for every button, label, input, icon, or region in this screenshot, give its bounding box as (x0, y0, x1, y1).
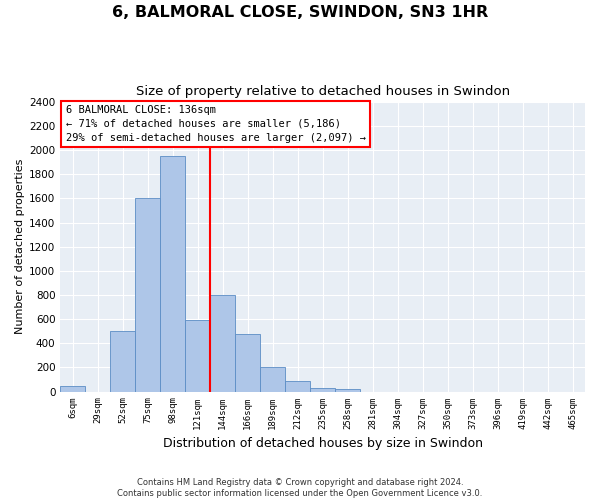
Y-axis label: Number of detached properties: Number of detached properties (15, 159, 25, 334)
Bar (135, 198, 160, 392)
Bar (235, 334, 260, 392)
Text: 6, BALMORAL CLOSE, SWINDON, SN3 1HR: 6, BALMORAL CLOSE, SWINDON, SN3 1HR (112, 5, 488, 20)
Bar (110, 331, 135, 392)
Title: Size of property relative to detached houses in Swindon: Size of property relative to detached ho… (136, 85, 510, 98)
Text: 6 BALMORAL CLOSE: 136sqm
← 71% of detached houses are smaller (5,186)
29% of sem: 6 BALMORAL CLOSE: 136sqm ← 71% of detach… (65, 105, 365, 143)
Text: Contains HM Land Registry data © Crown copyright and database right 2024.
Contai: Contains HM Land Registry data © Crown c… (118, 478, 482, 498)
Bar (210, 295, 235, 392)
X-axis label: Distribution of detached houses by size in Swindon: Distribution of detached houses by size … (163, 437, 482, 450)
Bar (60, 386, 85, 392)
Bar (160, 156, 185, 392)
Bar (260, 368, 285, 392)
Bar (285, 380, 310, 392)
Bar (335, 389, 360, 392)
Bar (310, 388, 335, 392)
Bar (185, 320, 210, 392)
